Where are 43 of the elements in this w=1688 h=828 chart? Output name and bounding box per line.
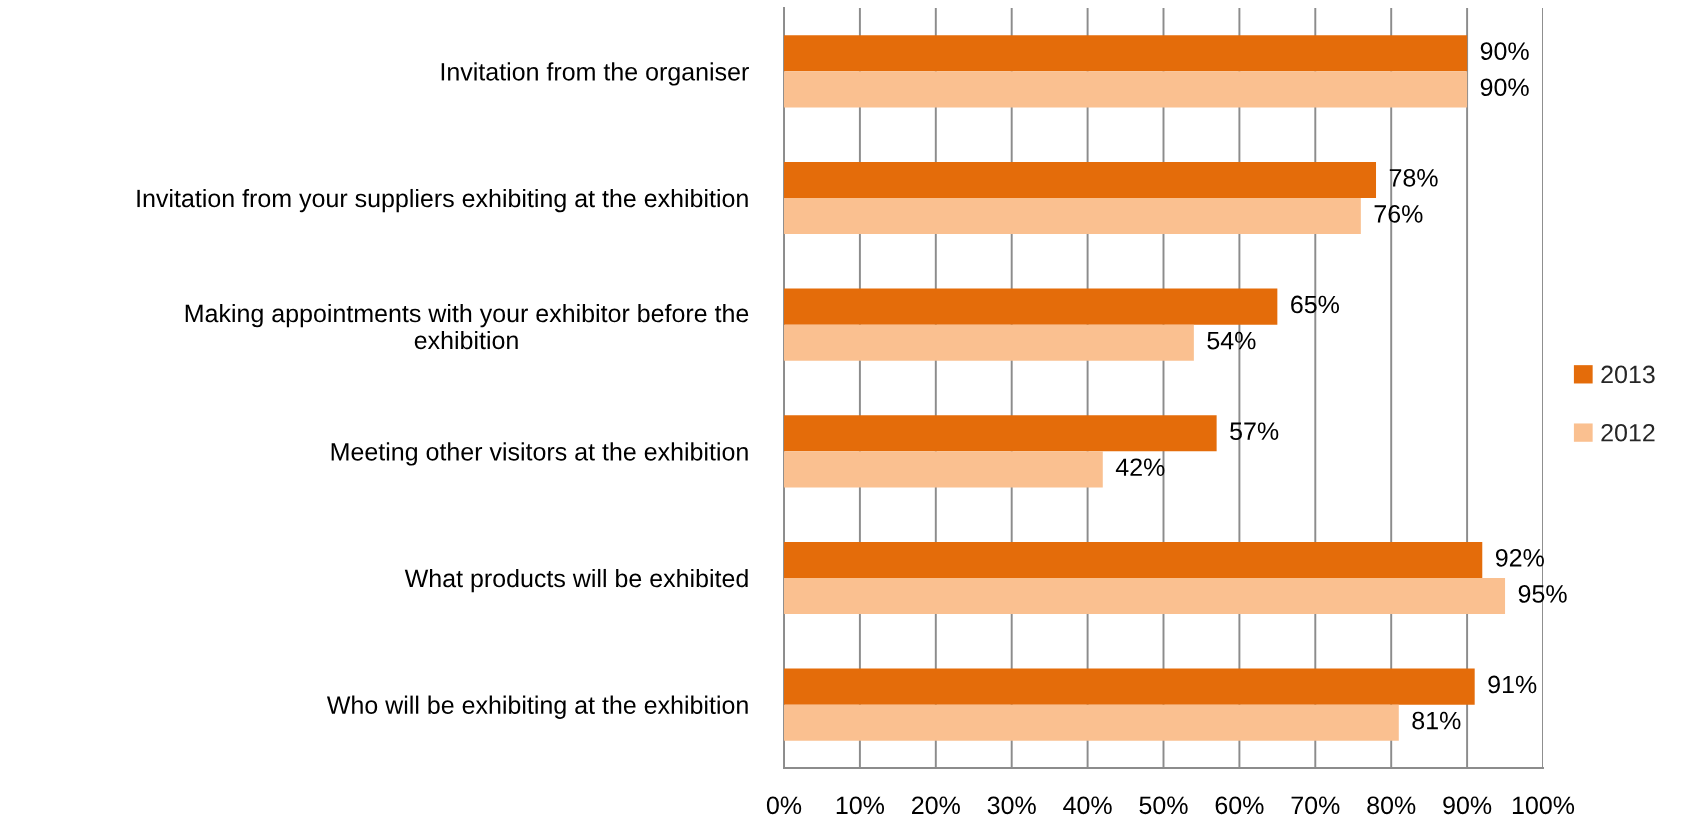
data-label: 57% [1230, 422, 1279, 440]
legend-label: 2012 [1601, 423, 1655, 442]
bar [784, 198, 1361, 235]
x-tick-label: 90% [1443, 796, 1492, 815]
data-label: 91% [1488, 675, 1537, 694]
y-tick-label: Invitation from the organiser [441, 62, 749, 86]
data-label: 95% [1518, 585, 1567, 603]
bar [784, 161, 1377, 198]
x-tick-label: 80% [1367, 796, 1416, 815]
y-tick-label: What products will be exhibited [404, 568, 748, 593]
y-tick-label: Meeting other visitors at the exhibition [331, 442, 748, 466]
bar [784, 324, 1194, 361]
x-tick-label: 100% [1512, 796, 1575, 815]
x-tick-label: 50% [1139, 796, 1188, 815]
y-tick-label: Making appointments with your exhibitor before the exhibition [185, 303, 749, 350]
bar [784, 668, 1475, 705]
bar [784, 451, 1103, 488]
x-tick-label: 20% [912, 796, 960, 815]
data-label: 78% [1389, 168, 1438, 187]
bar [784, 415, 1217, 452]
data-label: 81% [1412, 711, 1461, 730]
y-tick-label: Who will be exhibiting at the exhibition [326, 695, 748, 719]
bar [784, 578, 1506, 615]
x-tick-label: 0% [766, 796, 802, 815]
y-tick-label: Invitation from your suppliers exhibiting at the exhibition [137, 188, 748, 213]
data-label: 90% [1480, 78, 1529, 97]
bar [784, 541, 1483, 578]
x-tick-label: 70% [1291, 796, 1340, 815]
x-tick-label: 30% [987, 796, 1036, 815]
data-label: 42% [1115, 458, 1165, 476]
bar [784, 288, 1278, 325]
data-label: 90% [1480, 42, 1529, 60]
bar [784, 71, 1468, 108]
data-label: 76% [1374, 205, 1423, 223]
bar [784, 704, 1399, 741]
x-tick-label: 40% [1063, 796, 1112, 815]
data-label: 65% [1291, 295, 1339, 314]
legend-label: 2013 [1601, 365, 1655, 384]
x-tick-label: 10% [836, 796, 885, 815]
bar [784, 35, 1468, 72]
data-label: 54% [1207, 331, 1256, 350]
x-tick-label: 60% [1215, 796, 1264, 815]
data-label: 92% [1495, 548, 1544, 567]
